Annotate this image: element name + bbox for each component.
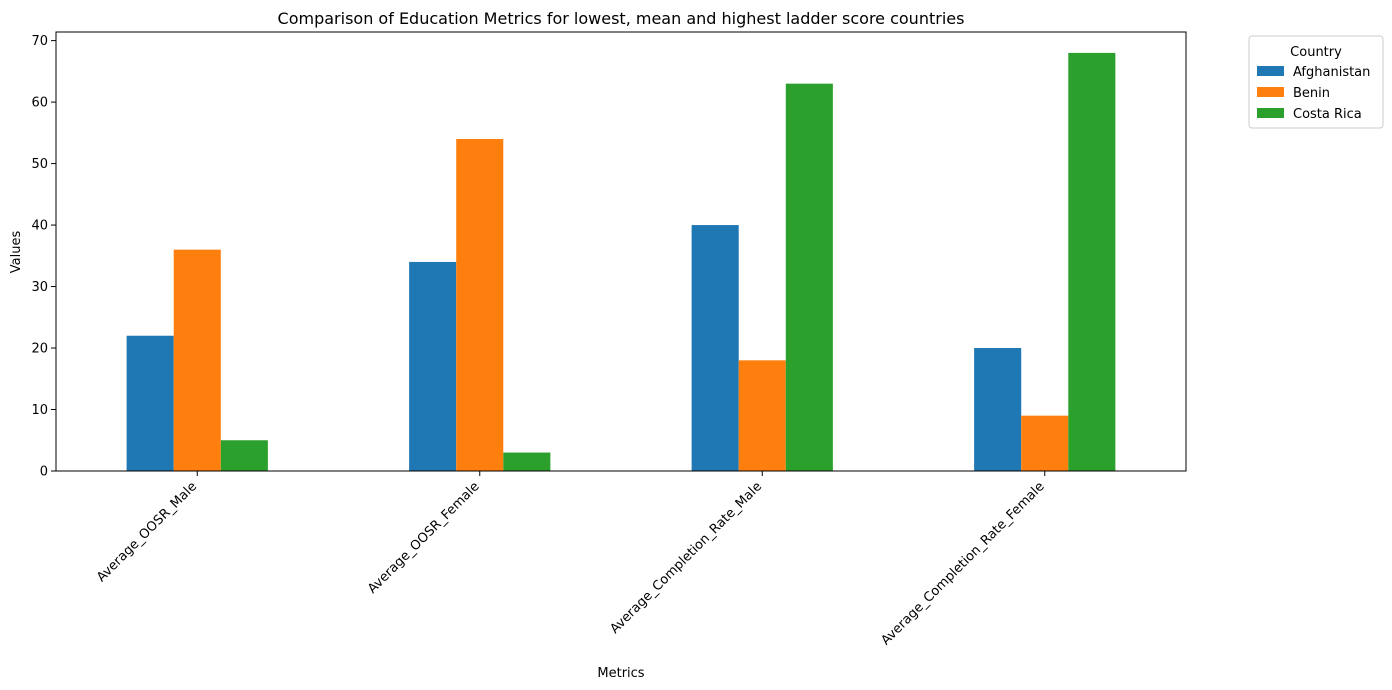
- x-axis-label: Metrics: [597, 666, 644, 681]
- y-tick-label: 20: [31, 342, 48, 357]
- legend-label: Benin: [1293, 86, 1330, 101]
- bar-afghanistan-1: [409, 261, 457, 471]
- x-tick-label: Average_Completion_Rate_Male: [607, 479, 765, 637]
- bar-afghanistan-3: [974, 348, 1022, 471]
- legend-label: Afghanistan: [1293, 65, 1370, 80]
- y-tick-label: 10: [31, 403, 48, 418]
- legend-box: [1248, 35, 1384, 129]
- legend-swatch-costa-rica: [1257, 108, 1284, 118]
- y-tick-label: 40: [31, 219, 48, 234]
- legend-label: Costa Rica: [1293, 107, 1362, 122]
- bar-benin-0: [173, 249, 221, 471]
- x-tick-label: Average_OOSR_Male: [94, 479, 200, 585]
- y-axis: 0 10 20 30 40 50 60 70: [31, 34, 56, 480]
- plot-area: [126, 52, 1116, 472]
- y-tick-label: 60: [31, 96, 48, 111]
- bar-benin-3: [1021, 415, 1069, 471]
- legend-title: Country: [1290, 45, 1342, 60]
- bar-afghanistan-2: [691, 225, 739, 471]
- bar-costa-rica-2: [785, 83, 833, 471]
- bar-costa-rica-3: [1068, 52, 1116, 472]
- bar-costa-rica-1: [503, 452, 551, 471]
- y-tick-label: 50: [31, 157, 48, 172]
- y-tick-label: 0: [40, 465, 48, 480]
- bar-benin-1: [456, 138, 504, 471]
- legend-swatch-benin: [1257, 87, 1284, 97]
- bar-afghanistan-0: [126, 335, 174, 471]
- legend: Country Afghanistan Benin Costa Rica: [1248, 35, 1384, 129]
- y-axis-label: Values: [9, 231, 24, 274]
- x-axis: Average_OOSR_Male Average_OOSR_Female Aver…: [94, 471, 1048, 648]
- bar-benin-2: [738, 360, 786, 471]
- chart-title: Comparison of Education Metrics for lowe…: [278, 9, 965, 28]
- y-tick-label: 30: [31, 280, 48, 295]
- bar-costa-rica-0: [220, 440, 268, 471]
- legend-swatch-afghanistan: [1257, 66, 1284, 76]
- x-tick-label: Average_Completion_Rate_Female: [878, 479, 1047, 648]
- y-tick-label: 70: [31, 34, 48, 49]
- x-tick-label: Average_OOSR_Female: [365, 479, 482, 596]
- axes-frame: [55, 31, 1187, 472]
